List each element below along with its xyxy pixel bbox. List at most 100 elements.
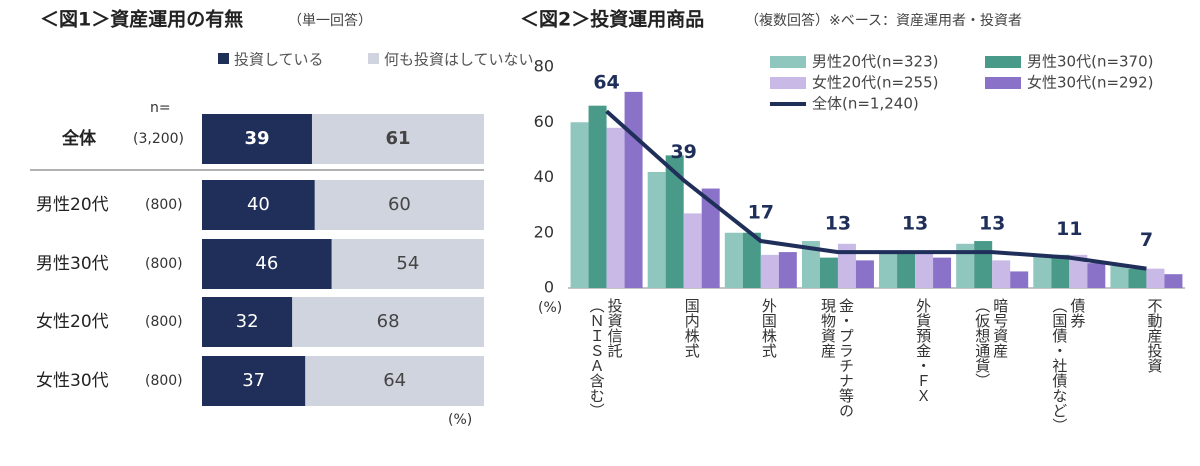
x-tick-label: （国債・社債など） — [1050, 298, 1068, 433]
value-label: 64 — [593, 72, 619, 94]
value-label: 13 — [902, 213, 928, 235]
value-label: 13 — [979, 213, 1005, 235]
bar-segment — [331, 239, 484, 289]
bar-segment — [202, 356, 306, 406]
value-label: 46 — [255, 253, 278, 274]
bar — [956, 243, 975, 288]
bar — [915, 252, 934, 288]
x-tick-label: 債券 — [1068, 298, 1086, 329]
bar — [819, 257, 838, 288]
bar-segment — [292, 297, 484, 347]
value-label: 64 — [383, 370, 406, 391]
unit-label: (%) — [448, 412, 472, 428]
legend-swatch — [770, 77, 806, 89]
x-tick-label: 投資信託 — [606, 298, 624, 358]
value-label: 39 — [670, 141, 696, 163]
bar — [724, 232, 743, 288]
bar — [855, 260, 874, 288]
x-tick-label: 外国株式 — [760, 298, 778, 358]
x-tick-label: 不動産投資 — [1145, 298, 1163, 373]
bar — [992, 260, 1011, 288]
legend-label: 何も投資はしていない — [384, 51, 534, 69]
x-tick-label: 金・プラチナ等の — [837, 298, 855, 418]
x-tick-label: 暗号資産 — [991, 298, 1009, 359]
y-tick-label: 40 — [534, 167, 554, 186]
x-tick-label: 外貨預金・ＦＸ — [914, 298, 932, 403]
value-label: 68 — [377, 311, 400, 332]
legend-swatch — [368, 53, 379, 64]
n-label: (800) — [145, 197, 183, 213]
bar — [647, 171, 666, 288]
bar-segment — [314, 180, 484, 230]
bar — [570, 122, 589, 288]
value-label: 7 — [1140, 229, 1153, 251]
x-tick-label: （ＮＩＳＡ含む） — [588, 298, 606, 418]
legend-label: 男性20代(n=323) — [812, 53, 939, 71]
legend-label: 全体(n=1,240) — [812, 95, 919, 113]
bar-segment — [202, 180, 315, 230]
bar — [897, 252, 916, 288]
bar — [974, 241, 993, 288]
y-tick-label: 0 — [544, 278, 554, 297]
n-label: (800) — [145, 314, 183, 330]
value-label: 61 — [385, 128, 410, 149]
bar — [1051, 254, 1070, 288]
value-label: 40 — [247, 194, 270, 215]
category-label: 男性30代 — [36, 254, 109, 274]
category-label: 女性20代 — [36, 312, 109, 332]
bar — [1164, 274, 1183, 288]
bar — [624, 91, 643, 288]
bar — [1146, 268, 1165, 288]
legend-label: 投資している — [234, 51, 324, 69]
category-label: 男性20代 — [36, 195, 109, 215]
y-axis-label: (%) — [538, 300, 562, 316]
legend-swatch — [218, 53, 229, 64]
legend-label: 女性20代(n=255) — [812, 74, 939, 92]
legend-swatch — [985, 56, 1021, 68]
bar — [1010, 271, 1029, 288]
legend-swatch — [985, 77, 1021, 89]
n-label: (800) — [145, 256, 183, 272]
chart-title: ＜図2＞投資運用商品 — [520, 8, 704, 31]
bar — [588, 105, 607, 288]
bar — [801, 241, 820, 288]
value-label: 32 — [236, 311, 259, 332]
bar — [742, 232, 761, 288]
bar — [1110, 265, 1129, 288]
y-tick-label: 80 — [534, 57, 554, 76]
n-header: n= — [150, 100, 171, 116]
bar-segment — [202, 297, 293, 347]
value-label: 11 — [1056, 218, 1082, 240]
bar — [837, 243, 856, 288]
bar-segment — [305, 356, 484, 406]
bar — [1128, 268, 1147, 288]
x-tick-label: （仮想通貨） — [973, 298, 991, 388]
bar — [665, 155, 684, 288]
bar-segment — [202, 114, 312, 164]
bar — [933, 257, 952, 288]
n-label: (800) — [145, 373, 183, 389]
bar — [606, 127, 625, 289]
chart-subtitle: （複数回答）※ベース：資産運用者・投資者 — [745, 12, 1022, 29]
x-tick-label: 現物資産 — [819, 298, 837, 359]
category-label: 全体 — [61, 128, 97, 149]
bar — [683, 213, 702, 288]
bar-segment — [202, 239, 332, 289]
chart-subtitle: （単一回答） — [288, 12, 372, 29]
bar-segment — [311, 114, 484, 164]
y-tick-label: 60 — [534, 112, 554, 131]
x-tick-label: 国内株式 — [683, 298, 701, 358]
legend-label: 女性30代(n=292) — [1027, 74, 1154, 92]
bar — [1033, 254, 1052, 288]
chart-title: ＜図1＞資産運用の有無 — [40, 8, 243, 31]
value-label: 54 — [396, 253, 419, 274]
bar — [701, 188, 720, 288]
y-tick-label: 20 — [534, 222, 554, 241]
legend-swatch — [770, 56, 806, 68]
bar — [879, 252, 898, 288]
value-label: 60 — [388, 194, 411, 215]
value-label: 39 — [244, 128, 269, 149]
value-label: 37 — [242, 370, 265, 391]
legend-label: 男性30代(n=370) — [1027, 53, 1154, 71]
